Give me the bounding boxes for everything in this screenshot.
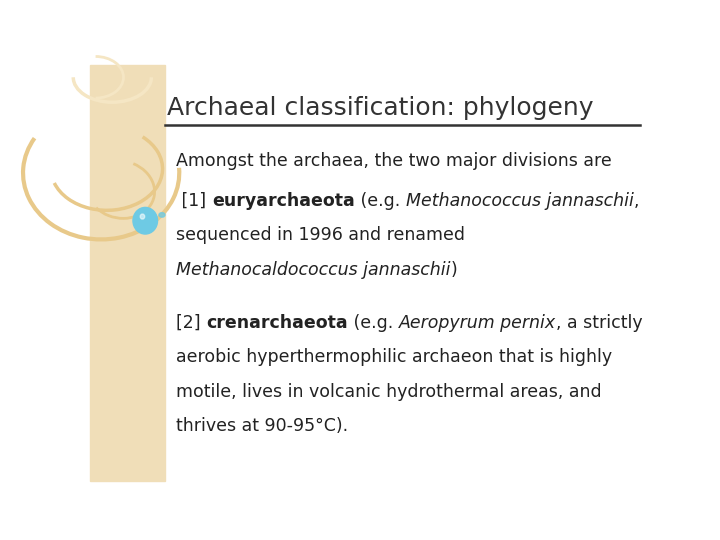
Text: (e.g.: (e.g. (355, 192, 405, 210)
Text: , a strictly: , a strictly (556, 314, 643, 332)
Text: Archaeal classification: phylogeny: Archaeal classification: phylogeny (167, 96, 593, 120)
Ellipse shape (159, 213, 165, 217)
Text: Methanococcus jannaschii: Methanococcus jannaschii (405, 192, 634, 210)
Ellipse shape (133, 207, 158, 234)
Text: (e.g.: (e.g. (348, 314, 399, 332)
Text: Methanocaldococcus jannaschii: Methanocaldococcus jannaschii (176, 261, 451, 279)
Text: motile, lives in volcanic hydrothermal areas, and: motile, lives in volcanic hydrothermal a… (176, 383, 602, 401)
Text: ): ) (451, 261, 458, 279)
Text: thrives at 90-95°C).: thrives at 90-95°C). (176, 417, 348, 435)
Text: crenarchaeota: crenarchaeota (207, 314, 348, 332)
Text: aerobic hyperthermophilic archaeon that is highly: aerobic hyperthermophilic archaeon that … (176, 348, 613, 366)
Text: [1]: [1] (176, 192, 212, 210)
Text: euryarchaeota: euryarchaeota (212, 192, 355, 210)
Text: ,: , (634, 192, 639, 210)
Text: Aeropyrum pernix: Aeropyrum pernix (399, 314, 556, 332)
Text: sequenced in 1996 and renamed: sequenced in 1996 and renamed (176, 226, 466, 244)
Bar (90, 65, 166, 481)
Ellipse shape (140, 214, 145, 219)
Text: [2]: [2] (176, 314, 207, 332)
Text: Amongst the archaea, the two major divisions are: Amongst the archaea, the two major divis… (176, 152, 612, 170)
